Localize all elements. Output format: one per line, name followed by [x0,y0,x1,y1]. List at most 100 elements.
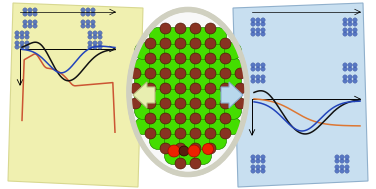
Circle shape [88,31,92,35]
Circle shape [209,43,226,60]
Circle shape [209,73,226,90]
Circle shape [93,41,97,45]
Circle shape [348,18,352,22]
Circle shape [160,23,171,34]
Circle shape [93,35,97,39]
Circle shape [86,24,90,28]
Circle shape [28,8,32,12]
Circle shape [256,18,260,22]
Circle shape [25,41,29,45]
Circle shape [188,145,200,157]
Circle shape [194,73,211,90]
Circle shape [135,102,152,119]
Circle shape [256,22,260,26]
Circle shape [175,158,186,169]
Circle shape [33,24,37,28]
Circle shape [15,31,19,35]
Circle shape [348,79,352,83]
Circle shape [179,73,197,90]
Circle shape [205,23,216,34]
Circle shape [150,118,167,135]
Circle shape [88,41,92,45]
Circle shape [91,24,95,28]
Circle shape [175,113,186,124]
Circle shape [20,31,24,35]
Circle shape [175,53,186,64]
Circle shape [261,165,265,169]
Circle shape [93,45,97,49]
Circle shape [261,22,265,26]
Circle shape [179,132,197,149]
Circle shape [190,68,201,79]
Circle shape [91,12,95,16]
Circle shape [20,35,24,39]
Circle shape [261,155,265,159]
Circle shape [179,146,189,156]
Circle shape [348,28,352,32]
Circle shape [28,20,32,24]
Circle shape [209,28,226,44]
Circle shape [340,165,344,169]
Polygon shape [233,3,368,187]
Circle shape [150,73,167,90]
Circle shape [209,57,226,74]
FancyArrow shape [221,82,243,108]
Circle shape [145,113,156,124]
Circle shape [15,41,19,45]
Circle shape [194,147,211,164]
Circle shape [261,75,265,79]
Circle shape [175,98,186,109]
Circle shape [251,18,255,22]
Circle shape [224,88,241,105]
Circle shape [224,73,241,90]
Circle shape [135,88,152,105]
Circle shape [261,63,265,67]
FancyArrow shape [133,82,155,108]
Circle shape [86,12,90,16]
Circle shape [135,118,152,135]
Circle shape [353,22,357,26]
Circle shape [348,67,352,71]
Circle shape [160,53,171,64]
Circle shape [348,75,352,79]
Circle shape [165,28,182,44]
Circle shape [251,22,255,26]
Circle shape [224,102,241,119]
Circle shape [190,143,201,154]
Circle shape [261,28,265,32]
Circle shape [340,169,344,173]
Circle shape [194,102,211,119]
Circle shape [251,28,255,32]
Circle shape [345,159,349,163]
Circle shape [251,32,255,36]
Circle shape [256,165,260,169]
Polygon shape [8,3,143,187]
Circle shape [251,155,255,159]
Circle shape [205,83,216,94]
Circle shape [145,68,156,79]
Circle shape [345,169,349,173]
Circle shape [150,102,167,119]
Circle shape [205,53,216,64]
Circle shape [179,88,197,105]
Circle shape [98,35,102,39]
Circle shape [91,20,95,24]
Circle shape [175,143,186,154]
Circle shape [81,8,85,12]
Circle shape [205,128,216,139]
Circle shape [343,75,347,79]
Circle shape [93,31,97,35]
Circle shape [33,20,37,24]
Circle shape [88,35,92,39]
Circle shape [165,43,182,60]
Circle shape [235,83,246,94]
Circle shape [165,147,182,164]
Circle shape [205,68,216,79]
Circle shape [20,45,24,49]
Circle shape [179,118,197,135]
Circle shape [135,43,152,60]
Circle shape [251,169,255,173]
Circle shape [335,155,339,159]
Circle shape [343,32,347,36]
Circle shape [179,43,197,60]
